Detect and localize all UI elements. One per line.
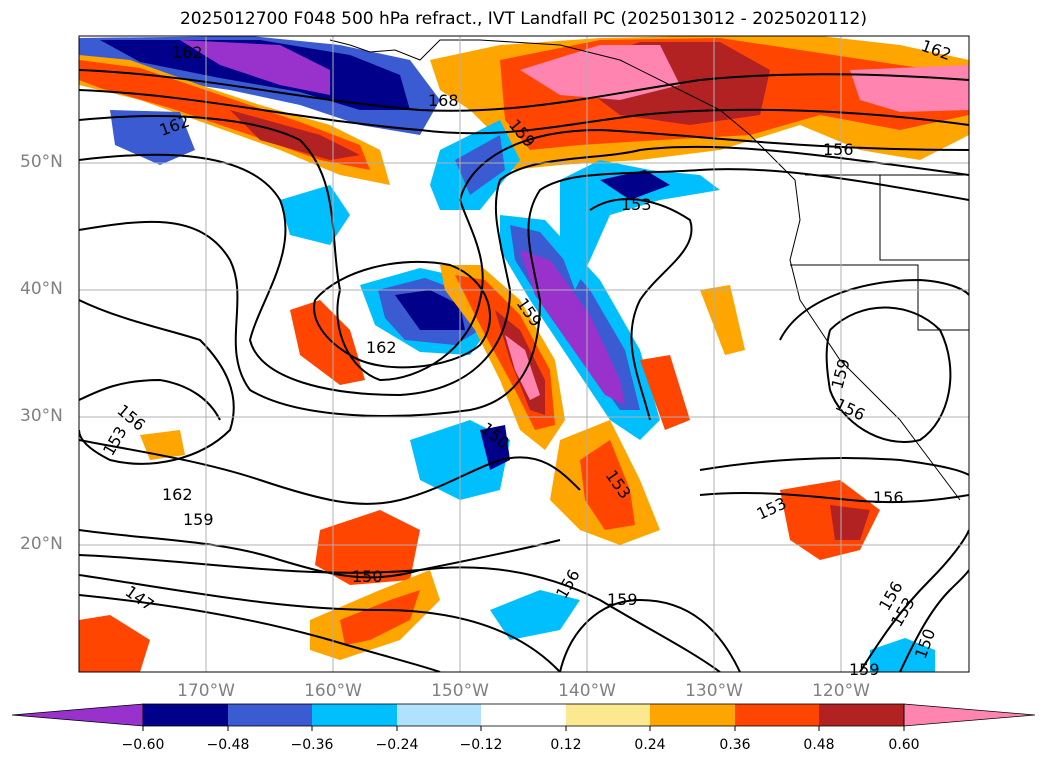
- contour-label: 150: [352, 567, 383, 586]
- lat-label-40n: 40°N: [20, 279, 63, 299]
- contour-162-north: [79, 115, 969, 382]
- contour-label: 153: [99, 423, 131, 459]
- colorbar-tick-label: −0.12: [459, 737, 503, 753]
- shade-ne-pink2: [850, 65, 969, 112]
- contour-south-arc: [559, 598, 741, 672]
- contour-se-2: [899, 569, 969, 672]
- colorbar-tick-label: 0.12: [550, 737, 582, 753]
- contour-label: 159: [183, 510, 214, 529]
- shade-ssw-red: [340, 590, 420, 645]
- colorbar-segment: [312, 704, 397, 726]
- colorbar-tick-label: −0.48: [206, 737, 250, 753]
- shade-ne-pink: [520, 45, 680, 100]
- contour-165: [79, 89, 969, 135]
- shade-west-orange: [290, 300, 365, 385]
- contour-label: 153: [621, 195, 652, 214]
- contour-west-4: [79, 378, 221, 421]
- colorbar-segment: [228, 704, 312, 726]
- shade-south-cyan: [490, 590, 580, 640]
- contour-south-3: [79, 594, 441, 672]
- contour-east-loop: [825, 306, 952, 443]
- map-title: 2025012700 F048 500 hPa refract., IVT La…: [179, 9, 867, 29]
- gridlines: [79, 36, 969, 672]
- colorbar-extend-left: [11, 703, 144, 727]
- colorbar-segment: [735, 704, 819, 726]
- contour-label: 159: [607, 590, 638, 609]
- colorbar-tick-label: −0.36: [290, 737, 334, 753]
- coast-west-us: [769, 154, 961, 501]
- contour-east-1: [699, 457, 969, 476]
- contour-label: 159: [828, 357, 854, 391]
- colorbar: [11, 703, 1036, 731]
- contour-162-cutoff: [313, 260, 491, 369]
- height-contours: [79, 69, 969, 672]
- colorbar-segment: [143, 704, 228, 726]
- contour-156: [79, 168, 969, 417]
- colorbar-segment: [397, 704, 481, 726]
- lon-label-170w: 170°W: [177, 681, 235, 701]
- colorbar-tick-label: −0.24: [375, 737, 419, 753]
- map-frame: [78, 35, 970, 673]
- shade-ne2-orange: [700, 285, 745, 355]
- shade-streak-pink: [505, 335, 540, 400]
- contour-label: 159: [849, 660, 880, 679]
- shade-mid-red: [640, 355, 690, 430]
- colorbar-tick-label: 0.36: [719, 737, 751, 753]
- lat-label-20n: 20°N: [20, 534, 63, 554]
- contour-153-inner: [589, 198, 693, 421]
- contour-label: 168: [428, 91, 459, 110]
- lon-label-130w: 130°W: [685, 681, 743, 701]
- shade-north-purple: [180, 40, 330, 95]
- contour-150: [79, 439, 581, 505]
- colorbar-tick-label: 0.24: [634, 737, 666, 753]
- border-states1: [879, 175, 969, 261]
- contour-label: 162: [172, 43, 203, 62]
- shade-east-darkred: [830, 505, 870, 540]
- lon-label-150w: 150°W: [431, 681, 489, 701]
- contour-label: 156: [823, 140, 854, 159]
- shade-nw-darkred: [230, 110, 360, 160]
- lon-label-160w: 160°W: [304, 681, 362, 701]
- contour-se-1: [859, 529, 969, 672]
- shading-layer: [79, 36, 969, 672]
- shade-bottom-right-blue: [870, 638, 935, 672]
- shade-left-blue: [280, 185, 350, 245]
- contour-south-1: [79, 554, 721, 672]
- shade-cut-off-core: [395, 290, 465, 330]
- colorbar-tick-label: −0.60: [121, 737, 165, 753]
- shade-south-red: [580, 440, 635, 530]
- contour-south-2: [79, 574, 561, 672]
- shade-streak-purple: [520, 250, 625, 405]
- colorbar-segment: [566, 704, 650, 726]
- lon-label-120w: 120°W: [812, 681, 870, 701]
- lat-label-50n: 50°N: [20, 152, 63, 172]
- colorbar-segment: [650, 704, 735, 726]
- shade-nw-blue-blob: [110, 110, 195, 165]
- shade-sw-orange: [315, 510, 420, 585]
- contour-153: [79, 299, 235, 465]
- colorbar-tick-label: 0.60: [888, 737, 920, 753]
- contour-east-2: [699, 491, 969, 504]
- lon-label-140w: 140°W: [558, 681, 616, 701]
- shade-right-navy: [600, 170, 670, 200]
- colorbar-extend-right: [903, 703, 1036, 727]
- contour-east-3: [779, 278, 969, 341]
- contour-159: [79, 145, 969, 397]
- colorbar-segment: [481, 704, 566, 726]
- contour-147: [79, 529, 561, 579]
- contour-label: 156: [873, 488, 904, 507]
- shade-central-blue2: [455, 135, 505, 195]
- shade-right-blue: [560, 160, 720, 290]
- colorbar-segment: [819, 704, 904, 726]
- colorbar-frame: [142, 703, 905, 727]
- border-states2: [790, 264, 969, 331]
- shade-bottom-left: [79, 615, 150, 672]
- colorbar-tick-label: 0.48: [803, 737, 835, 753]
- contour-label: 162: [366, 338, 397, 357]
- contour-label: 162: [162, 485, 193, 504]
- lat-label-30n: 30°N: [20, 406, 63, 426]
